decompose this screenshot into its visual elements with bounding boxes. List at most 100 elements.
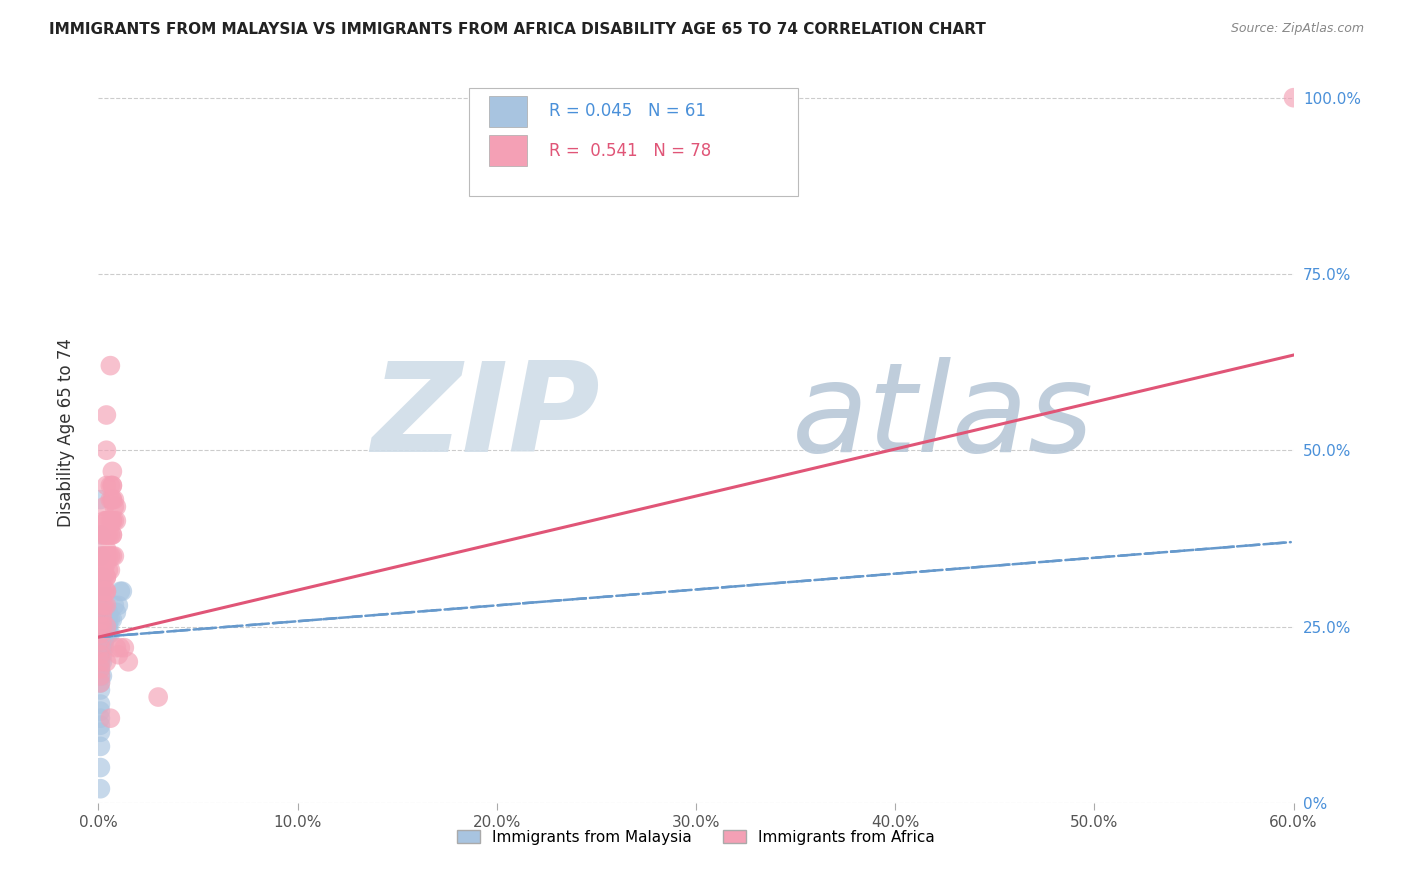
- Legend: Immigrants from Malaysia, Immigrants from Africa: Immigrants from Malaysia, Immigrants fro…: [451, 823, 941, 851]
- Point: [89, 655, 111, 669]
- Point: [89, 725, 111, 739]
- FancyBboxPatch shape: [489, 135, 527, 166]
- Point: [89, 626, 111, 640]
- Point: [96, 570, 118, 584]
- Point: [91, 599, 114, 613]
- Point: [148, 690, 170, 704]
- Point: [91, 570, 114, 584]
- Point: [91, 584, 114, 599]
- Point: [98, 549, 122, 563]
- Point: [101, 492, 124, 507]
- Point: [93, 633, 115, 648]
- Point: [103, 599, 125, 613]
- Point: [91, 556, 114, 570]
- Point: [103, 514, 125, 528]
- Point: [89, 640, 111, 655]
- Point: [96, 619, 118, 633]
- Point: [96, 443, 118, 458]
- Point: [96, 570, 118, 584]
- Text: atlas: atlas: [792, 358, 1094, 478]
- Point: [96, 626, 118, 640]
- Y-axis label: Disability Age 65 to 74: Disability Age 65 to 74: [56, 338, 75, 527]
- Point: [105, 514, 128, 528]
- Point: [91, 669, 114, 683]
- Point: [97, 606, 120, 620]
- Point: [96, 612, 118, 626]
- Point: [98, 478, 122, 492]
- Point: [96, 478, 118, 492]
- Point: [89, 669, 111, 683]
- Point: [89, 648, 111, 662]
- Point: [89, 697, 111, 711]
- Point: [98, 563, 122, 577]
- Point: [1282, 91, 1305, 105]
- Point: [91, 612, 114, 626]
- Point: [105, 500, 128, 514]
- Point: [98, 514, 122, 528]
- Point: [89, 718, 111, 732]
- Point: [91, 570, 114, 584]
- Point: [93, 606, 115, 620]
- Point: [89, 739, 111, 754]
- Point: [89, 528, 111, 542]
- Point: [89, 619, 111, 633]
- Point: [111, 584, 134, 599]
- Point: [96, 408, 118, 422]
- Point: [96, 584, 118, 599]
- Point: [101, 478, 124, 492]
- Point: [89, 662, 111, 676]
- Point: [103, 549, 125, 563]
- Point: [98, 359, 122, 373]
- Text: IMMIGRANTS FROM MALAYSIA VS IMMIGRANTS FROM AFRICA DISABILITY AGE 65 TO 74 CORRE: IMMIGRANTS FROM MALAYSIA VS IMMIGRANTS F…: [49, 22, 986, 37]
- Point: [93, 528, 115, 542]
- Point: [89, 584, 111, 599]
- Point: [101, 514, 124, 528]
- Point: [93, 500, 115, 514]
- Point: [93, 570, 115, 584]
- Point: [91, 626, 114, 640]
- Point: [103, 492, 125, 507]
- Point: [98, 612, 122, 626]
- Point: [89, 612, 111, 626]
- Point: [112, 640, 135, 655]
- Point: [96, 599, 118, 613]
- Point: [110, 584, 132, 599]
- Point: [93, 549, 115, 563]
- Point: [93, 626, 115, 640]
- FancyBboxPatch shape: [470, 88, 797, 195]
- Point: [93, 563, 115, 577]
- Point: [98, 528, 122, 542]
- Point: [89, 704, 111, 718]
- Point: [96, 584, 118, 599]
- Point: [98, 711, 122, 725]
- Point: [93, 640, 115, 655]
- Point: [96, 556, 118, 570]
- Point: [97, 612, 120, 626]
- Point: [96, 626, 118, 640]
- Point: [89, 619, 111, 633]
- Point: [97, 626, 120, 640]
- Point: [96, 541, 118, 556]
- Point: [91, 612, 114, 626]
- Point: [89, 633, 111, 648]
- FancyBboxPatch shape: [489, 95, 527, 127]
- Point: [89, 669, 111, 683]
- Text: ZIP: ZIP: [371, 358, 600, 478]
- Point: [97, 549, 120, 563]
- Point: [89, 648, 111, 662]
- Point: [101, 528, 124, 542]
- Point: [101, 464, 124, 478]
- Point: [93, 619, 115, 633]
- Point: [101, 492, 124, 507]
- Point: [98, 626, 122, 640]
- Point: [96, 528, 118, 542]
- Point: [96, 549, 118, 563]
- Point: [96, 619, 118, 633]
- Point: [91, 599, 114, 613]
- Point: [93, 619, 115, 633]
- Text: R =  0.541   N = 78: R = 0.541 N = 78: [548, 142, 711, 160]
- Point: [89, 781, 111, 796]
- Point: [96, 514, 118, 528]
- Point: [105, 640, 128, 655]
- Point: [89, 655, 111, 669]
